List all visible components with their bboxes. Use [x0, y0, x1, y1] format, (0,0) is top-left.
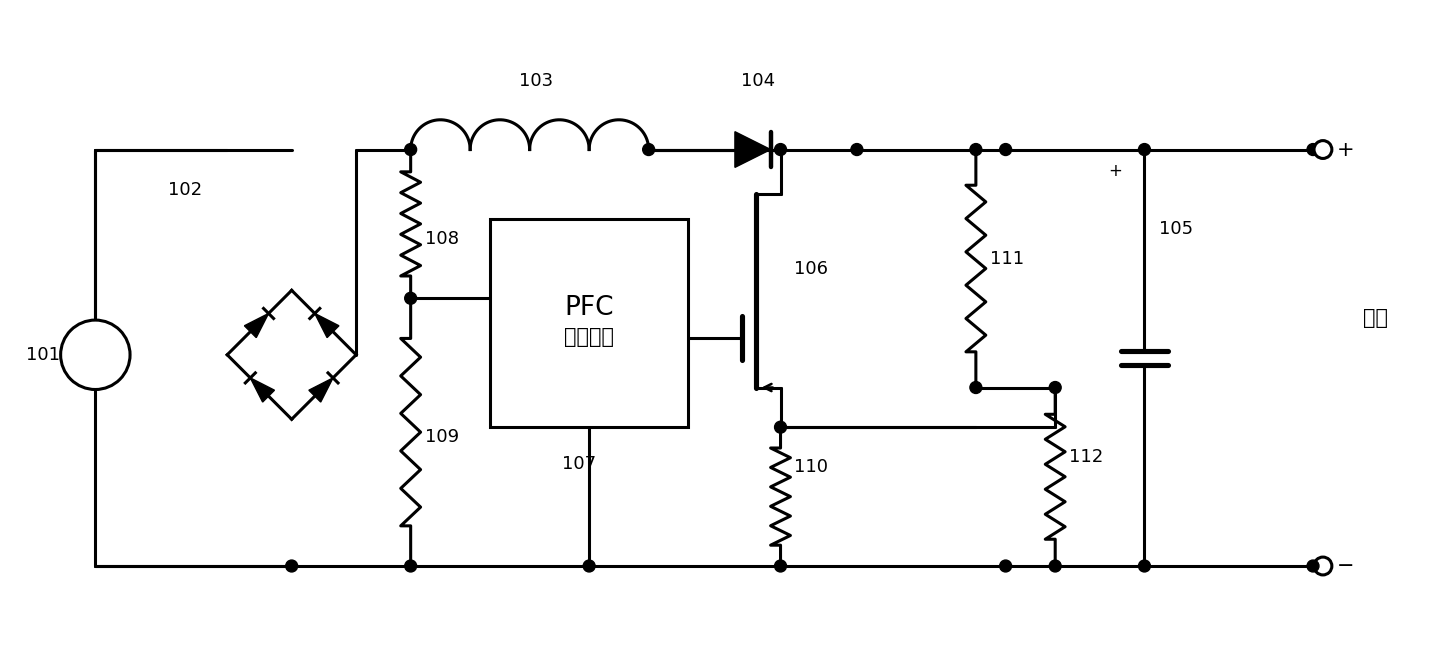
Text: −: − [1337, 556, 1354, 576]
Circle shape [999, 143, 1012, 155]
Circle shape [1306, 560, 1320, 572]
Circle shape [970, 381, 982, 393]
Text: 109: 109 [425, 428, 458, 446]
Text: +: + [1337, 139, 1354, 159]
Circle shape [61, 320, 130, 389]
Text: 106: 106 [795, 260, 828, 278]
Circle shape [1314, 557, 1333, 575]
Text: +: + [1108, 163, 1122, 180]
Circle shape [774, 560, 786, 572]
Circle shape [1138, 560, 1150, 572]
Text: 102: 102 [168, 181, 202, 199]
Bar [490, 219, 689, 427]
Polygon shape [245, 313, 268, 338]
Circle shape [642, 143, 654, 155]
Circle shape [774, 143, 786, 155]
Text: 108: 108 [425, 230, 458, 248]
Text: 控制电路: 控制电路 [564, 327, 615, 347]
Circle shape [1306, 143, 1320, 155]
Circle shape [999, 560, 1012, 572]
Circle shape [405, 292, 416, 304]
Text: PFC: PFC [564, 295, 613, 321]
Circle shape [1138, 143, 1150, 155]
Circle shape [405, 560, 416, 572]
Circle shape [970, 143, 982, 155]
Circle shape [1314, 141, 1333, 159]
Circle shape [1050, 381, 1061, 393]
Polygon shape [251, 378, 274, 402]
Text: 104: 104 [741, 72, 774, 90]
Circle shape [774, 421, 786, 433]
Text: 105: 105 [1160, 220, 1193, 238]
Text: 107: 107 [563, 455, 596, 473]
Circle shape [583, 560, 594, 572]
Polygon shape [315, 313, 339, 338]
Text: 103: 103 [519, 72, 552, 90]
Polygon shape [309, 378, 334, 402]
Text: 112: 112 [1069, 448, 1103, 466]
Circle shape [286, 560, 297, 572]
Circle shape [405, 143, 416, 155]
Text: 101: 101 [26, 346, 59, 364]
Polygon shape [735, 132, 770, 167]
Circle shape [851, 143, 863, 155]
Text: 111: 111 [990, 250, 1024, 268]
Text: 110: 110 [795, 458, 828, 476]
Text: 负载: 负载 [1363, 308, 1388, 328]
Circle shape [1050, 560, 1061, 572]
